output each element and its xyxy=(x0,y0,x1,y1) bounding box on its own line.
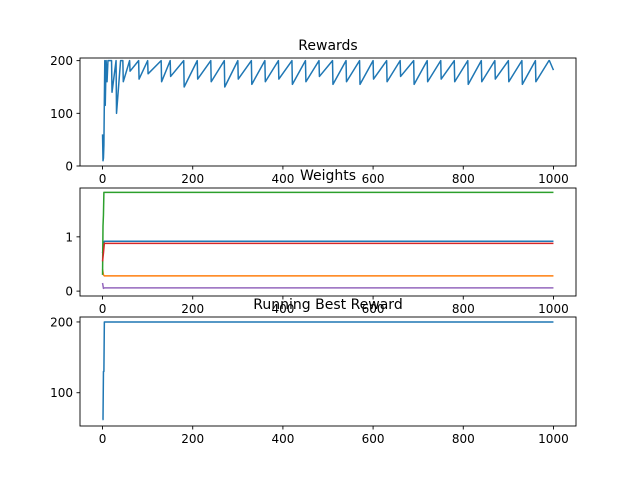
x-tick-label: 400 xyxy=(271,432,294,446)
x-tick-label: 1000 xyxy=(538,172,569,186)
y-tick-label: 100 xyxy=(50,386,73,400)
chart-title: Rewards xyxy=(298,38,357,54)
subplot-3: 0 200 400 600 800 1000 100 200 Running Best Rewa… xyxy=(50,297,577,446)
subplot-2: 0 200 400 600 800 1000 0 1 Weights xyxy=(65,168,577,316)
series-line-3 xyxy=(101,191,554,275)
y-tick-label: 0 xyxy=(65,160,73,174)
x-tick-label: 1000 xyxy=(538,302,569,316)
x-tick-label: 200 xyxy=(181,302,204,316)
axes-frame xyxy=(79,187,577,297)
x-tick-label: 600 xyxy=(362,432,385,446)
x-tick-label: 600 xyxy=(362,172,385,186)
x-tick-label: 800 xyxy=(452,432,475,446)
x-tick-label: 800 xyxy=(452,172,475,186)
x-tick-label: 600 xyxy=(362,302,385,316)
x-tick-label: 0 xyxy=(99,432,107,446)
x-tick-label: 200 xyxy=(181,432,204,446)
series-line-2 xyxy=(101,269,554,277)
axes-frame xyxy=(79,57,577,167)
y-tick-label: 100 xyxy=(50,107,73,121)
y-tick-label: 0 xyxy=(65,285,73,299)
series-line-1 xyxy=(101,59,555,162)
chart-title: Running Best Reward xyxy=(253,297,402,313)
x-tick-label: 200 xyxy=(181,172,204,186)
series-line-1 xyxy=(102,321,554,421)
series-line-4 xyxy=(101,242,554,262)
y-tick-label: 1 xyxy=(65,230,73,244)
x-tick-label: 1000 xyxy=(538,432,569,446)
x-tick-label: 0 xyxy=(99,172,107,186)
x-tick-label: 400 xyxy=(271,172,294,186)
x-tick-label: 0 xyxy=(99,302,107,316)
axes-frame xyxy=(79,316,577,427)
subplot-1: 0 200 400 600 800 1000 0 100 200 Rewards xyxy=(50,38,577,186)
x-tick-label: 800 xyxy=(452,302,475,316)
y-tick-label: 200 xyxy=(50,315,73,329)
series-line-5 xyxy=(101,282,554,290)
chart-title: Weights xyxy=(300,168,356,184)
x-tick-label: 400 xyxy=(271,302,294,316)
y-tick-label: 200 xyxy=(50,54,73,68)
